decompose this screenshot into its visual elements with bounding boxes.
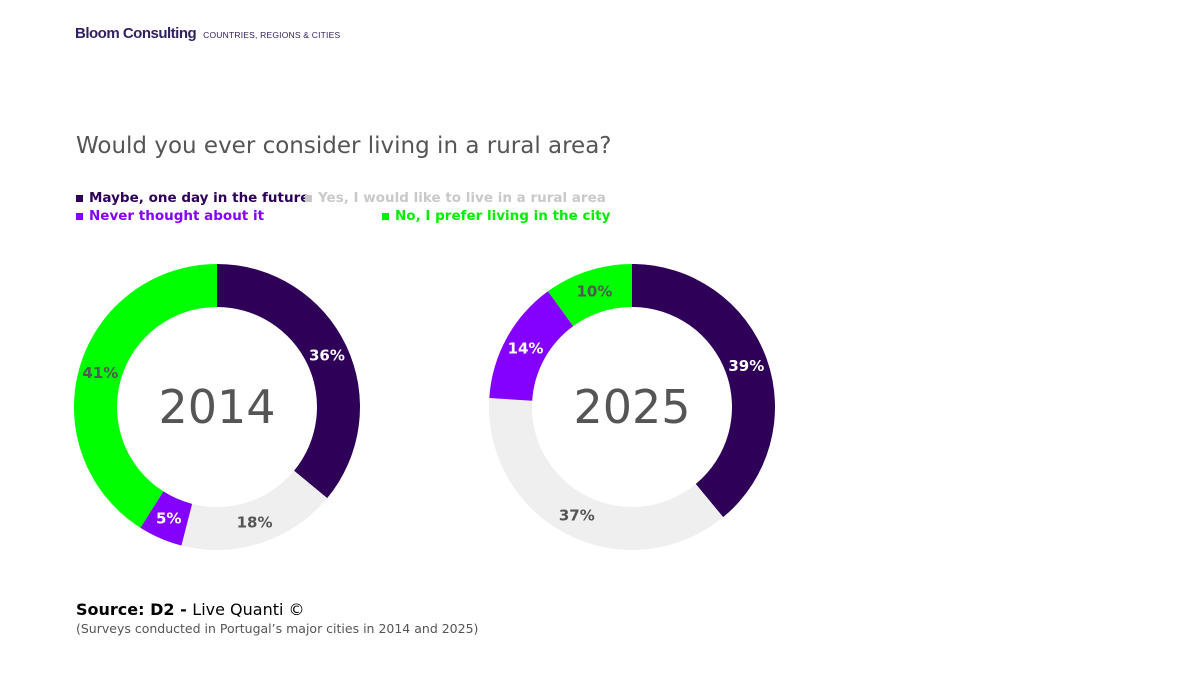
source-note: (Surveys conducted in Portugal’s major c…: [76, 621, 479, 636]
legend-swatch-never: [76, 212, 83, 220]
donut-slice-2014-never-thought-about-it: [140, 491, 193, 546]
legend-item-yes: Yes, I would like to live in a rural are…: [305, 190, 606, 206]
brand-logo: Bloom Consulting COUNTRIES, REGIONS & CI…: [75, 25, 340, 42]
donut-slice-2014-no-i-prefer-living-in-the-city: [74, 264, 217, 528]
legend-swatch-no: [382, 212, 389, 220]
donut-center-label-2025: 2025: [573, 380, 690, 434]
legend-label-maybe: Maybe, one day in the future: [89, 190, 310, 206]
source-text: Live Quanti ©: [192, 600, 305, 619]
source-line: Source: D2 - Live Quanti ©: [76, 600, 478, 619]
donut-slice-2025-never-thought-about-it: [489, 291, 574, 401]
brand-tagline: COUNTRIES, REGIONS & CITIES: [203, 30, 341, 40]
legend-swatch-yes: [305, 194, 312, 202]
legend-label-no: No, I prefer living in the city: [395, 208, 611, 224]
donut-slice-2025-maybe-one-day-in-the-future: [632, 264, 776, 518]
data-label-2025-never-thought-about-it: 14%: [508, 339, 544, 357]
data-label-2025-yes-i-would-like-to-live-in-a-rural-area: 37%: [559, 506, 595, 524]
source-prefix: Source: D2 -: [76, 600, 193, 619]
chart-title: Would you ever consider living in a rura…: [76, 133, 612, 159]
legend-swatch-maybe: [76, 194, 83, 202]
legend-label-yes: Yes, I would like to live in a rural are…: [318, 190, 606, 206]
data-label-2014-no-i-prefer-living-in-the-city: 41%: [82, 364, 118, 382]
data-label-2025-maybe-one-day-in-the-future: 39%: [728, 357, 764, 375]
donut-slice-2014-yes-i-would-like-to-live-in-a-rural-area: [181, 470, 328, 550]
legend-item-never: Never thought about it: [76, 208, 264, 224]
donut-chart-2014: 36% 18% 5% 41% 2014: [74, 264, 360, 550]
donut-slice-2014-maybe-one-day-in-the-future: [217, 264, 360, 499]
donut-slice-2025-yes-i-would-like-to-live-in-a-rural-area: [488, 398, 724, 551]
donut-slice-2025-no-i-prefer-living-in-the-city: [547, 264, 632, 327]
data-label-2014-maybe-one-day-in-the-future: 36%: [309, 346, 345, 364]
data-label-2014-yes-i-would-like-to-live-in-a-rural-area: 18%: [237, 514, 273, 532]
donut-center-label-2014: 2014: [158, 380, 275, 434]
data-label-2025-no-i-prefer-living-in-the-city: 10%: [577, 282, 613, 300]
legend-item-no: No, I prefer living in the city: [382, 208, 610, 224]
legend-item-maybe: Maybe, one day in the future: [76, 190, 309, 206]
data-label-2014-never-thought-about-it: 5%: [156, 510, 181, 528]
donut-chart-2025: 39% 37% 14% 10% 2025: [488, 264, 776, 551]
legend-label-never: Never thought about it: [89, 208, 265, 224]
source-block: Source: D2 - Live Quanti © (Surveys cond…: [76, 600, 478, 636]
legend: Maybe, one day in the future Yes, I woul…: [76, 190, 636, 230]
brand-name: Bloom Consulting: [75, 25, 197, 42]
